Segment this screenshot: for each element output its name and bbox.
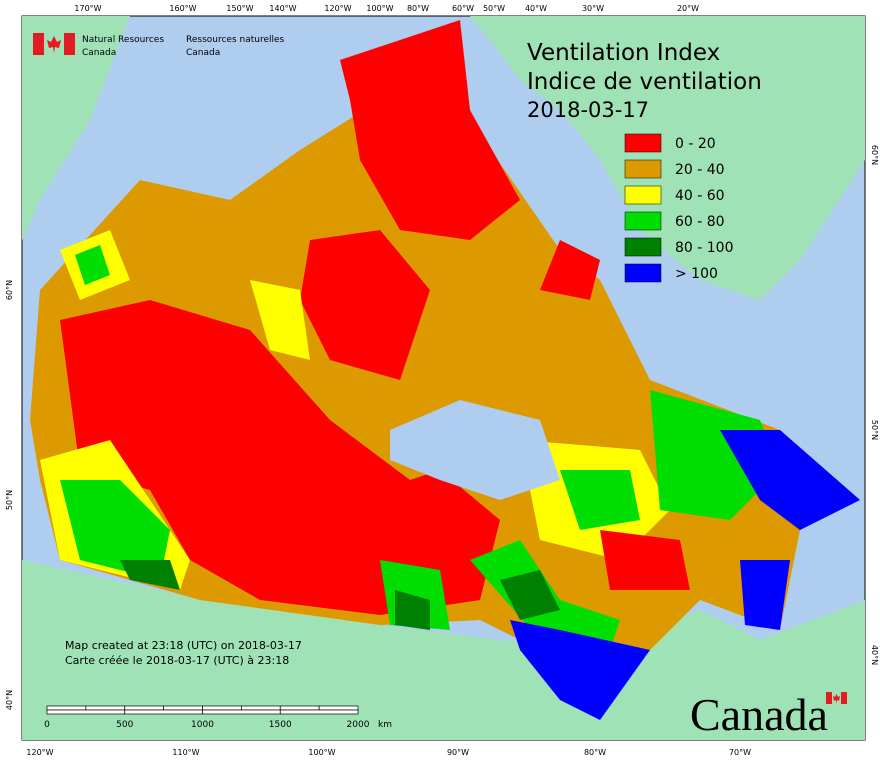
wordmark: Canada xyxy=(690,689,828,740)
org-en: Canada xyxy=(82,48,116,58)
scale-segment xyxy=(46,709,126,715)
graticule-label: 50°N xyxy=(870,420,879,440)
credit: Map created at 23:18 (UTC) on 2018-03-17 xyxy=(65,639,302,652)
scale-label: 2000 xyxy=(347,720,370,730)
scale-segment xyxy=(318,705,359,711)
graticule-label: 50°N xyxy=(5,490,14,510)
legend-label: 80 - 100 xyxy=(675,240,734,256)
legend-label: 20 - 40 xyxy=(675,162,725,178)
graticule-label: 60°N xyxy=(5,280,14,300)
title-date: 2018-03-17 xyxy=(527,98,649,122)
graticule-label: 100°W xyxy=(366,4,393,13)
graticule-label: 150°W xyxy=(226,4,253,13)
scale-segment xyxy=(163,705,203,711)
legend-swatch xyxy=(624,237,662,257)
org-en: Natural Resources xyxy=(82,35,164,45)
legend-swatch xyxy=(624,185,662,205)
scale-segment xyxy=(124,709,203,715)
graticule-label: 80°W xyxy=(584,748,606,757)
graticule-label: 110°W xyxy=(172,748,199,757)
graticule-label: 60°N xyxy=(870,145,879,165)
title: Ventilation Index xyxy=(527,40,720,66)
graticule-label: 20°W xyxy=(677,4,699,13)
scale-segment xyxy=(85,705,126,711)
graticule-label: 60°W xyxy=(452,4,474,13)
canada-fields xyxy=(30,20,860,720)
graticule-label: 120°W xyxy=(26,748,53,757)
graticule-label: 160°W xyxy=(169,4,196,13)
scale-unit: km xyxy=(378,720,392,730)
graticule-label: 30°W xyxy=(582,4,604,13)
graticule-label: 100°W xyxy=(308,748,335,757)
scale-label: 1000 xyxy=(191,720,214,730)
scale-label: 500 xyxy=(116,720,133,730)
graticule-label: 50°W xyxy=(483,4,505,13)
graticule-label: 80°W xyxy=(407,4,429,13)
legend-label: > 100 xyxy=(675,266,718,282)
legend-label: 40 - 60 xyxy=(675,188,725,204)
graticule-label: 120°W xyxy=(324,4,351,13)
scale-segment xyxy=(124,705,164,711)
legend-label: 60 - 80 xyxy=(675,214,725,230)
scale-segment xyxy=(202,709,281,715)
legend-swatch xyxy=(624,263,662,283)
flag-small xyxy=(33,33,75,55)
legend-label: 0 - 20 xyxy=(675,136,716,152)
graticule-label: 170°W xyxy=(74,4,101,13)
land-other xyxy=(22,16,865,740)
scale-label: 0 xyxy=(44,720,50,730)
graticule-label: 40°W xyxy=(525,4,547,13)
legend-swatch xyxy=(624,159,662,179)
scale-label: 1500 xyxy=(269,720,292,730)
scale-segment xyxy=(241,705,281,711)
graticule-label: 40°N xyxy=(5,690,14,710)
scale-segment xyxy=(202,705,242,711)
flag-wordmark xyxy=(826,692,847,704)
title: Indice de ventilation xyxy=(527,69,762,95)
legend-swatch xyxy=(624,133,662,153)
graticule-label: 70°W xyxy=(729,748,751,757)
org-fr: Ressources naturelles xyxy=(186,35,285,45)
graticule-label: 40°N xyxy=(870,645,879,665)
org-fr: Canada xyxy=(186,48,220,58)
graticule-label: 140°W xyxy=(269,4,296,13)
scale-segment xyxy=(46,705,87,711)
graticule-label: 90°W xyxy=(447,748,469,757)
credit: Carte créée le 2018-03-17 (UTC) à 23:18 xyxy=(65,654,289,667)
legend-swatch xyxy=(624,211,662,231)
scale-segment xyxy=(279,709,359,715)
scale-segment xyxy=(279,705,320,711)
